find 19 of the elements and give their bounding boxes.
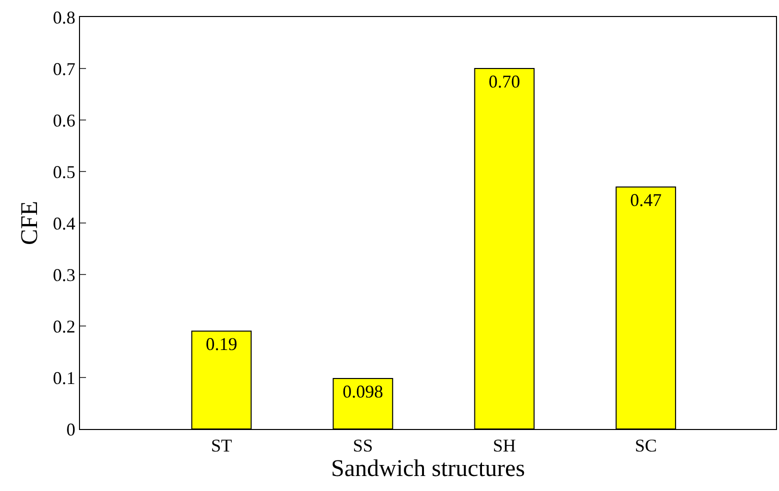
data-label: 0.47 [630, 190, 662, 210]
x-axis-title: Sandwich structures [331, 456, 525, 482]
x-tick-label: SH [492, 436, 516, 456]
x-tick-label: SC [634, 436, 657, 456]
y-tick-label: 0.6 [52, 110, 76, 130]
data-label: 0.70 [488, 72, 520, 92]
x-tick-label: ST [210, 436, 232, 456]
x-tick-label: SS [352, 436, 373, 456]
y-tick-label: 0.5 [52, 162, 76, 182]
data-label: 0.19 [206, 334, 238, 354]
y-axis-title: CFE [17, 200, 43, 246]
y-tick-label: 0.8 [52, 7, 76, 28]
y-tick-label: 0 [66, 419, 76, 440]
y-tick-label: 0.2 [52, 316, 76, 336]
y-tick-label: 0.1 [52, 368, 76, 388]
y-tick-label: 0.3 [52, 264, 76, 285]
y-tick-label: 0.4 [52, 213, 76, 234]
data-label: 0.098 [342, 382, 384, 402]
y-tick-label: 0.7 [52, 58, 76, 79]
